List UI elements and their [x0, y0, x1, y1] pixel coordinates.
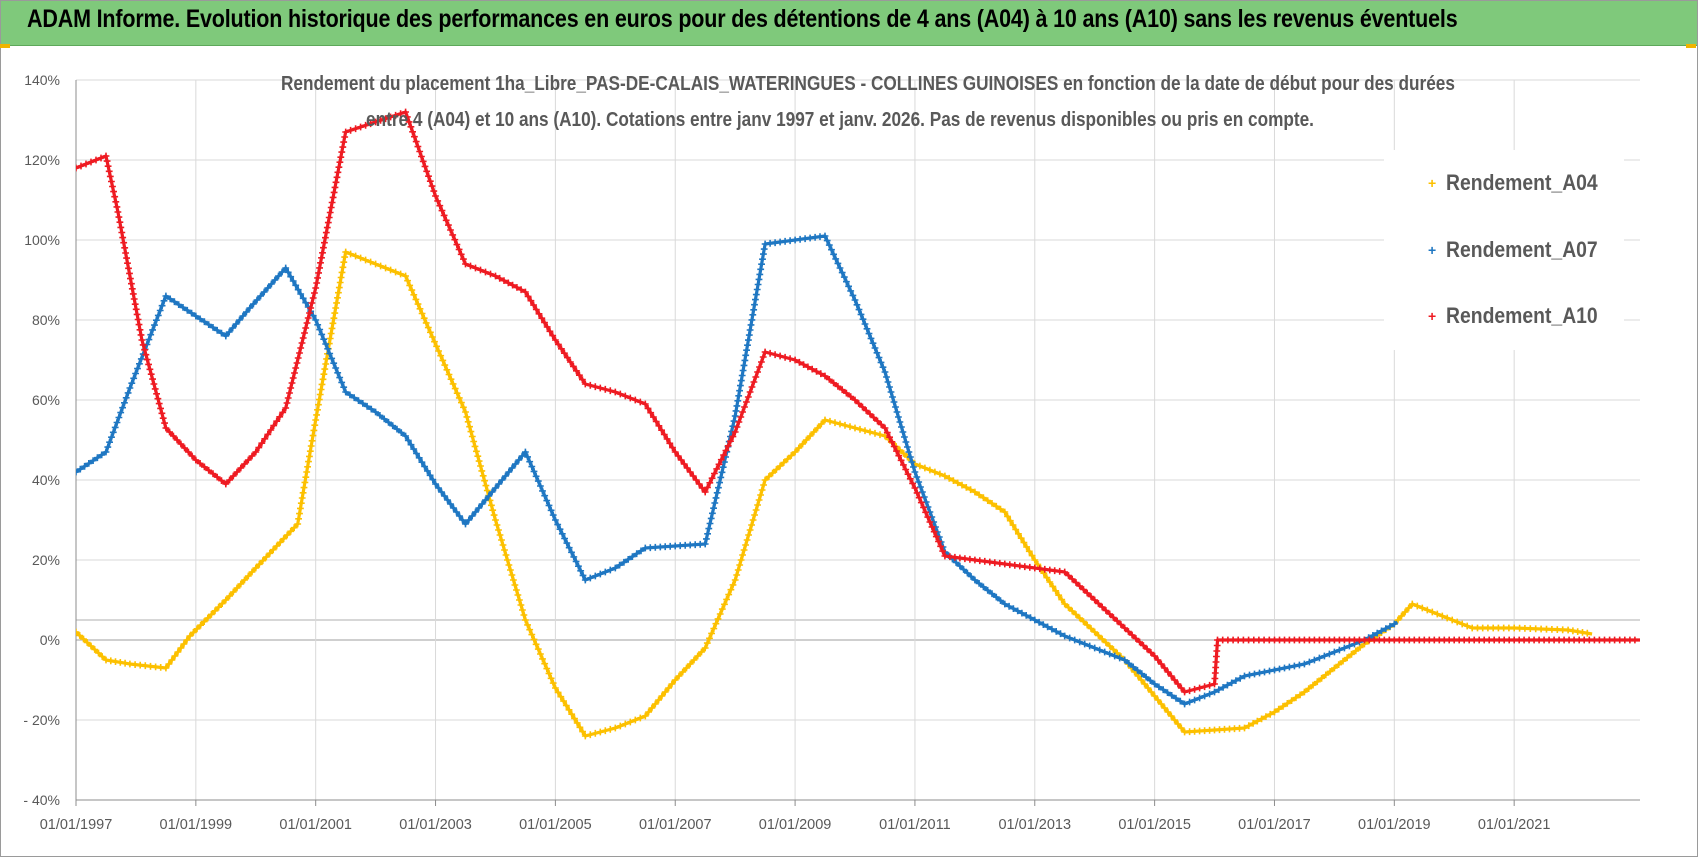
series-a04	[76, 248, 1593, 740]
y-tick-label: 120%	[24, 152, 60, 168]
x-tick-label: 01/01/1999	[160, 817, 233, 833]
x-tick-label: 01/01/1997	[40, 817, 113, 833]
legend-label-a04: Rendement_A04	[1446, 170, 1598, 195]
legend-item-a07[interactable]: + Rendement_A07	[1428, 235, 1618, 265]
y-tick-label: 60%	[32, 392, 60, 408]
y-tick-label: 80%	[32, 312, 60, 328]
x-tick-label: 01/01/2009	[759, 817, 832, 833]
x-tick-label: 01/01/2013	[998, 817, 1071, 833]
y-tick-label: 0%	[40, 632, 60, 648]
legend: + Rendement_A04 + Rendement_A07 + Rendem…	[1384, 150, 1624, 350]
corner-mark-right	[1686, 44, 1696, 48]
series-a07	[76, 232, 1399, 708]
x-tick-label: 01/01/2005	[519, 817, 592, 833]
series-markers-a04	[76, 248, 1591, 740]
legend-label-a07: Rendement_A07	[1446, 237, 1598, 262]
series-line-a07	[76, 234, 1399, 706]
y-tick-label: - 20%	[23, 712, 60, 728]
legend-item-a04[interactable]: + Rendement_A04	[1428, 168, 1618, 198]
banner: ADAM Informe. Evolution historique des p…	[1, 1, 1697, 46]
chart-title-line-2: entre 4 (A04) et 10 ans (A10). Cotations…	[366, 109, 1314, 131]
x-tick-label: 01/01/2017	[1238, 817, 1311, 833]
x-tick-label: 01/01/2001	[279, 817, 352, 833]
series-markers-a10	[76, 108, 1639, 696]
series-a10	[76, 108, 1640, 696]
y-tick-label: 100%	[24, 232, 60, 248]
y-tick-label: 40%	[32, 472, 60, 488]
x-tick-label: 01/01/2003	[399, 817, 472, 833]
banner-title: ADAM Informe. Evolution historique des p…	[27, 5, 1458, 33]
legend-label-a10: Rendement_A10	[1446, 303, 1598, 328]
y-tick-label: 20%	[32, 552, 60, 568]
x-tick-label: 01/01/2011	[879, 817, 951, 833]
x-tick-label: 01/01/2021	[1478, 817, 1551, 833]
legend-item-a10[interactable]: + Rendement_A10	[1428, 301, 1618, 331]
y-tick-label: 140%	[24, 72, 60, 88]
x-tick-label: 01/01/2019	[1358, 817, 1431, 833]
x-tick-label: 01/01/2015	[1118, 817, 1191, 833]
legend-marker-a07: +	[1428, 242, 1437, 258]
legend-marker-a10: +	[1428, 308, 1437, 324]
series-layer	[76, 108, 1640, 740]
chart-title: Rendement du placement 1ha_Libre_PAS-DE-…	[281, 66, 1455, 138]
chart-title-line-1: Rendement du placement 1ha_Libre_PAS-DE-…	[281, 73, 1455, 95]
corner-mark-left	[0, 44, 10, 48]
axis-layer: - 40% - 20% 0% 20% 40% 60% 80% 100% 120% 140% 01/0…	[23, 72, 1640, 833]
y-tick-label: - 40%	[23, 792, 60, 808]
legend-marker-a04: +	[1428, 175, 1437, 191]
x-tick-label: 01/01/2007	[639, 817, 712, 833]
series-markers-a07	[76, 232, 1398, 708]
